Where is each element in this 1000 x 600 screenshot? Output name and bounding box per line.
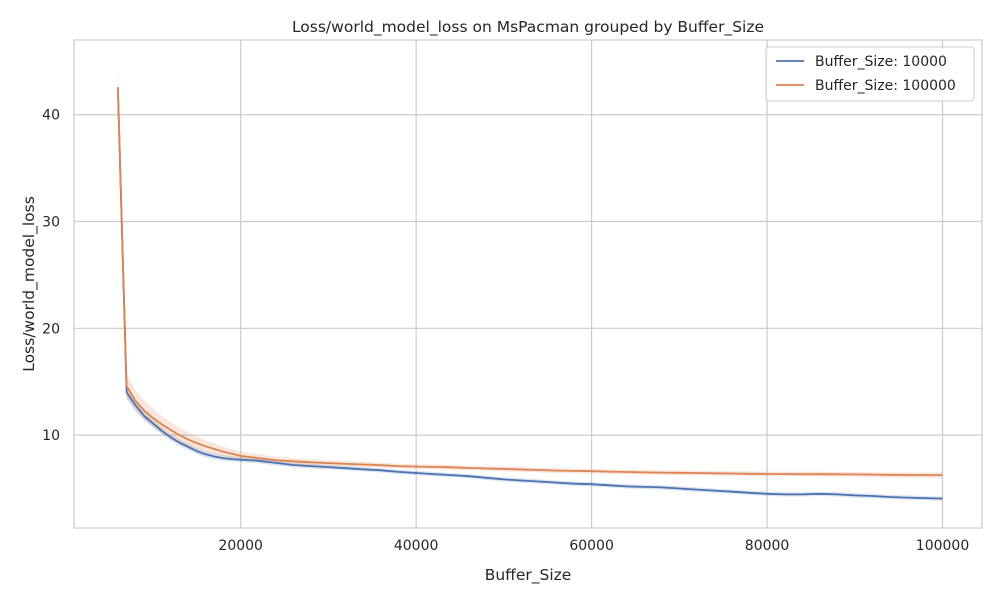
series-line-buffer-size-10000	[117, 90, 943, 500]
series-line-buffer-size-100000	[117, 86, 943, 476]
x-tick-label: 80000	[745, 538, 790, 554]
series-lines	[117, 86, 943, 500]
y-tick-label: 20	[42, 321, 60, 337]
y-tick-label: 40	[42, 108, 60, 124]
x-tick-label: 100000	[916, 538, 969, 554]
legend: Buffer_Size: 10000 Buffer_Size: 100000	[765, 46, 975, 102]
y-axis-label: Loss/world_model_loss	[20, 196, 39, 372]
x-axis-ticks: 20000 40000 60000 80000 100000	[218, 538, 969, 554]
y-axis-ticks: 10 20 30 40	[42, 108, 60, 444]
y-tick-label: 30	[42, 215, 60, 231]
y-tick-label: 10	[42, 428, 60, 444]
x-tick-label: 20000	[218, 538, 263, 554]
x-tick-label: 60000	[569, 538, 614, 554]
plot-frame	[73, 39, 983, 529]
x-tick-label: 40000	[394, 538, 439, 554]
chart-title: Loss/world_model_loss on MsPacman groupe…	[292, 18, 764, 37]
legend-box	[765, 46, 975, 102]
grid-lines	[74, 40, 982, 528]
legend-label-buffer-10000: Buffer_Size: 10000	[815, 54, 947, 70]
legend-label-buffer-100000: Buffer_Size: 100000	[815, 78, 956, 94]
x-axis-label: Buffer_Size	[485, 566, 572, 585]
